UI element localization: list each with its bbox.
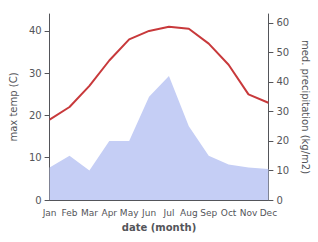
svg-text:Oct: Oct xyxy=(221,208,237,218)
svg-text:10: 10 xyxy=(276,165,289,176)
svg-text:Aug: Aug xyxy=(180,208,198,218)
svg-text:date (month): date (month) xyxy=(122,222,196,233)
svg-text:Mar: Mar xyxy=(81,208,98,218)
svg-text:40: 40 xyxy=(29,25,42,36)
svg-text:Dec: Dec xyxy=(260,208,277,218)
svg-text:50: 50 xyxy=(276,47,289,58)
svg-text:Jun: Jun xyxy=(141,208,156,218)
svg-text:20: 20 xyxy=(276,135,289,146)
svg-text:Feb: Feb xyxy=(62,208,78,218)
svg-text:Apr: Apr xyxy=(101,208,117,218)
svg-text:60: 60 xyxy=(276,17,289,28)
svg-text:20: 20 xyxy=(29,110,42,121)
svg-text:0: 0 xyxy=(276,195,282,206)
svg-text:30: 30 xyxy=(276,106,289,117)
svg-text:0: 0 xyxy=(35,195,41,206)
svg-text:10: 10 xyxy=(29,152,42,163)
svg-text:30: 30 xyxy=(29,68,42,79)
svg-text:May: May xyxy=(120,208,139,218)
svg-text:med. precipitation (kg/m2): med. precipitation (kg/m2) xyxy=(300,40,311,174)
svg-text:Sep: Sep xyxy=(200,208,217,218)
svg-text:Jan: Jan xyxy=(42,208,57,218)
svg-text:Nov: Nov xyxy=(240,208,258,218)
svg-text:40: 40 xyxy=(276,76,289,87)
svg-text:max temp (C): max temp (C) xyxy=(8,72,19,141)
svg-text:Jul: Jul xyxy=(163,208,175,218)
